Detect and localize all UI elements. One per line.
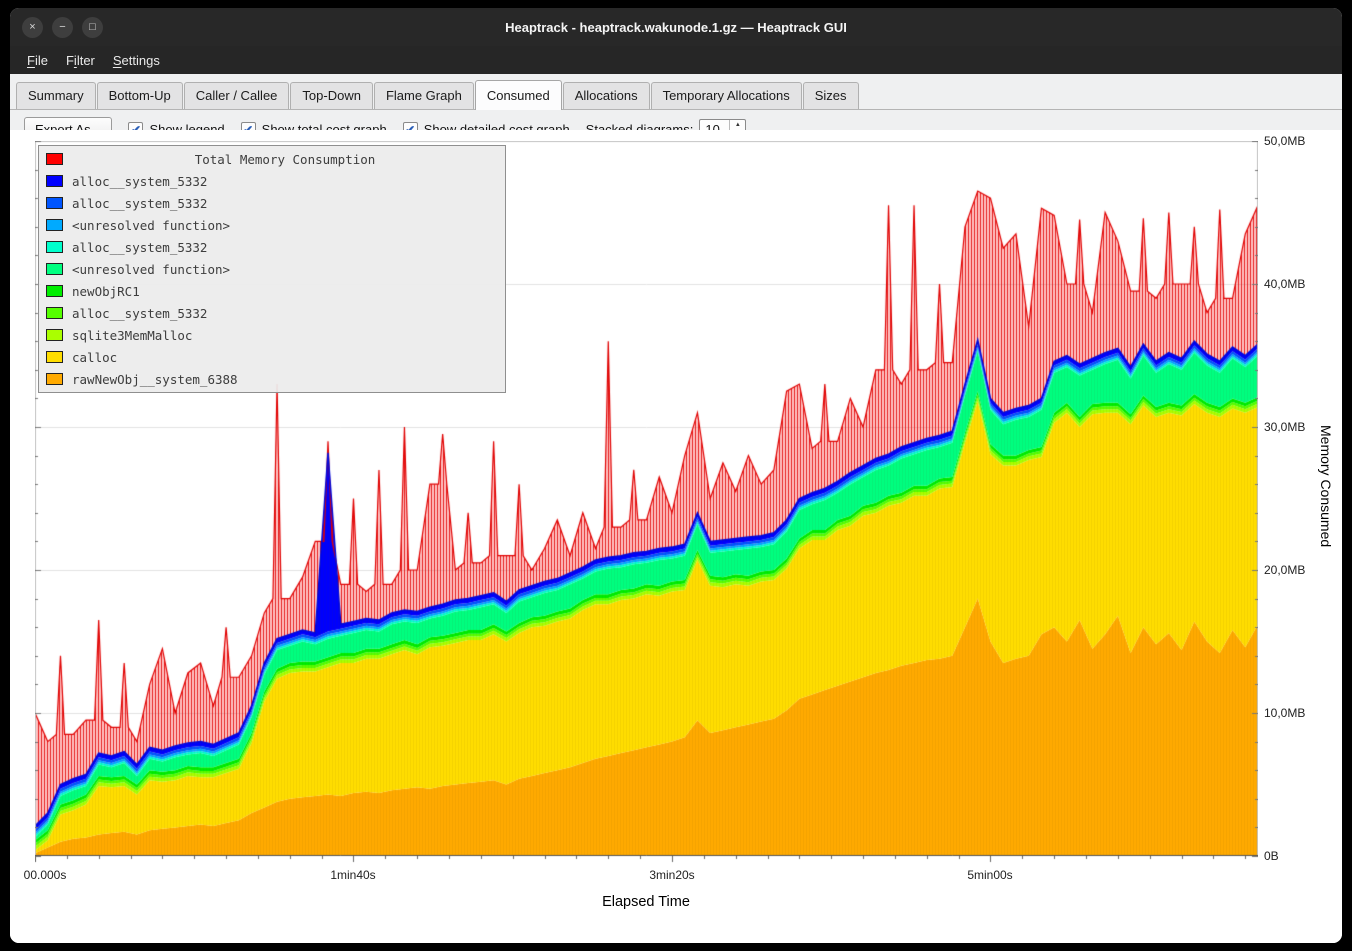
y-axis-tick-label: 30,0MB bbox=[1264, 420, 1306, 434]
legend-swatch bbox=[46, 285, 63, 297]
x-axis-tick-label: 1min40s bbox=[330, 868, 376, 882]
y-axis-tick-label: 50,0MB bbox=[1264, 134, 1306, 148]
legend-swatch bbox=[46, 307, 63, 319]
legend-item: <unresolved function> bbox=[42, 258, 502, 280]
menu-item-file[interactable]: File bbox=[27, 52, 48, 68]
legend-item: calloc bbox=[42, 346, 502, 368]
spin-up-icon: ▲ bbox=[734, 121, 741, 128]
menu-item-settings[interactable]: Settings bbox=[112, 52, 160, 68]
legend-swatch bbox=[46, 263, 63, 275]
chart-area: Total Memory Consumption alloc__system_5… bbox=[10, 130, 1342, 943]
legend-item: sqlite3MemMalloc bbox=[42, 324, 502, 346]
tab-allocations[interactable]: Allocations bbox=[562, 82, 650, 109]
x-axis-tick-label: 00.000s bbox=[23, 868, 67, 882]
y-axis-tick-label: 10,0MB bbox=[1264, 706, 1306, 720]
tab-sizes[interactable]: Sizes bbox=[802, 82, 859, 109]
maximize-button[interactable]: □ bbox=[82, 16, 103, 38]
legend-title: Total Memory Consumption bbox=[194, 151, 376, 167]
legend-swatch bbox=[46, 373, 63, 385]
tab-temporary-allocations[interactable]: Temporary Allocations bbox=[650, 82, 802, 109]
x-axis-tick-label: 5min00s bbox=[967, 868, 1013, 882]
check-icon: ✔ bbox=[243, 124, 253, 136]
check-icon: ✔ bbox=[131, 124, 141, 136]
legend-item: rawNewObj__system_6388 bbox=[42, 368, 502, 390]
legend-box: Total Memory Consumption alloc__system_5… bbox=[38, 145, 506, 393]
minimize-icon: − bbox=[59, 20, 66, 33]
legend-item: alloc__system_5332 bbox=[42, 302, 502, 324]
y-axis-tick-label: 40,0MB bbox=[1264, 277, 1306, 291]
y-axis-tick-label: 20,0MB bbox=[1264, 563, 1306, 577]
legend-item: alloc__system_5332 bbox=[42, 170, 502, 192]
y-axis-title: Memory Consumed bbox=[1318, 425, 1334, 548]
check-icon: ✔ bbox=[405, 124, 415, 136]
close-icon: × bbox=[29, 20, 36, 33]
legend-title-swatch bbox=[46, 153, 63, 165]
menubar: File Filter Settings bbox=[10, 46, 1342, 74]
legend-swatch bbox=[46, 219, 63, 231]
x-axis-tick-label: 3min20s bbox=[649, 868, 695, 882]
legend-swatch bbox=[46, 351, 63, 363]
legend-title-row: Total Memory Consumption bbox=[42, 148, 502, 170]
menu-item-filter[interactable]: Filter bbox=[65, 52, 95, 68]
tab-top-down[interactable]: Top-Down bbox=[290, 82, 373, 109]
tab-bar: Summary Bottom-Up Caller / Callee Top-Do… bbox=[10, 74, 1342, 110]
legend-swatch bbox=[46, 197, 63, 209]
x-axis-title: Elapsed Time bbox=[602, 894, 690, 910]
close-button[interactable]: × bbox=[22, 16, 43, 38]
minimize-button[interactable]: − bbox=[52, 16, 73, 38]
legend-swatch bbox=[46, 329, 63, 341]
titlebar: × − □ Heaptrack - heaptrack.wakunode.1.g… bbox=[10, 8, 1342, 46]
legend-item: <unresolved function> bbox=[42, 214, 502, 236]
window-title: Heaptrack - heaptrack.wakunode.1.gz — He… bbox=[505, 19, 847, 35]
y-axis-tick-label: 0B bbox=[1264, 849, 1279, 863]
legend-item: alloc__system_5332 bbox=[42, 236, 502, 258]
tab-summary[interactable]: Summary bbox=[16, 82, 96, 109]
legend-swatch bbox=[46, 175, 63, 187]
legend-swatch bbox=[46, 241, 63, 253]
window-controls: × − □ bbox=[10, 16, 103, 38]
legend-item: alloc__system_5332 bbox=[42, 192, 502, 214]
tab-bottom-up[interactable]: Bottom-Up bbox=[96, 82, 183, 109]
legend-item: newObjRC1 bbox=[42, 280, 502, 302]
tab-caller-callee[interactable]: Caller / Callee bbox=[183, 82, 290, 109]
spin-up-button[interactable]: ▲ bbox=[730, 120, 745, 130]
tab-flame-graph[interactable]: Flame Graph bbox=[373, 82, 474, 109]
tab-consumed[interactable]: Consumed bbox=[474, 80, 562, 110]
maximize-icon: □ bbox=[89, 20, 96, 33]
app-window: × − □ Heaptrack - heaptrack.wakunode.1.g… bbox=[10, 8, 1342, 943]
